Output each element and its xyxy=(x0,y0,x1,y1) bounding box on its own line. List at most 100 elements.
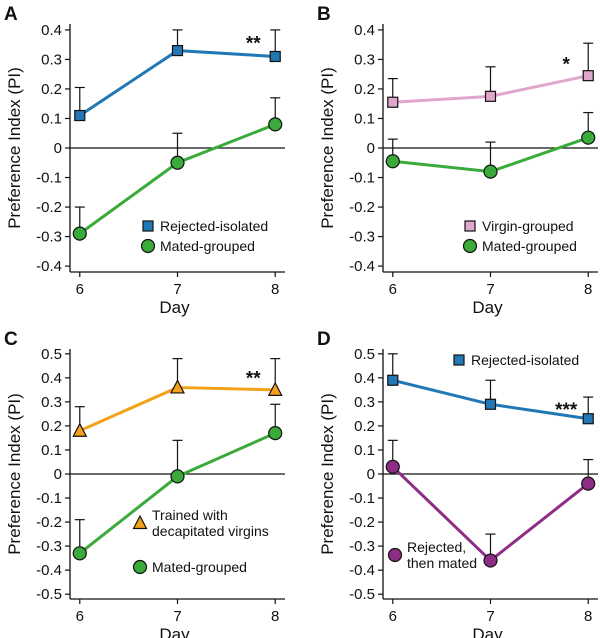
legend-label: Mated-grouped xyxy=(482,238,577,254)
y-tick-label: -0.1 xyxy=(349,490,375,507)
significance-label: ** xyxy=(246,369,261,390)
series-mated-grouped xyxy=(72,403,283,561)
data-point xyxy=(582,413,594,425)
x-tick-label: 6 xyxy=(76,608,84,625)
y-tick-label: 0.4 xyxy=(41,370,62,387)
legend-marker xyxy=(132,559,148,575)
panel-letter: D xyxy=(317,329,331,350)
data-point xyxy=(385,459,400,474)
legend-marker xyxy=(140,238,156,254)
panel-letter: A xyxy=(4,4,18,25)
significance-label: * xyxy=(563,54,571,75)
y-tick-label: -0.4 xyxy=(349,258,375,275)
y-tick-label: 0.1 xyxy=(41,442,62,459)
x-tick-label: 7 xyxy=(173,608,181,625)
significance-label: ** xyxy=(246,34,261,55)
y-tick-label: 0.4 xyxy=(41,22,62,39)
x-tick-label: 8 xyxy=(584,281,592,298)
legend-label: then mated xyxy=(407,555,477,571)
series-rejected-isolated xyxy=(387,353,594,425)
data-point xyxy=(385,154,400,169)
data-point xyxy=(74,109,86,122)
y-tick-label: 0 xyxy=(54,140,62,157)
y-tick-label: -0.2 xyxy=(349,199,375,216)
data-point xyxy=(269,50,281,63)
data-point xyxy=(483,164,498,179)
y-tick-label: -0.1 xyxy=(349,170,375,187)
y-tick-label: 0.1 xyxy=(354,110,375,127)
series-line xyxy=(78,49,276,117)
legend-label: Rejected-isolated xyxy=(471,352,579,368)
data-point xyxy=(171,44,184,57)
panel-d: D 0.5 0.4 0.3 0.2 0.1 0 -0.1 -0.2 -0.3 -0.4 -0.5 6 7 8… xyxy=(317,329,598,638)
data-point xyxy=(483,553,498,568)
data-point xyxy=(268,117,283,132)
data-point xyxy=(267,381,283,396)
series-mated-grouped xyxy=(72,97,283,241)
legend-marker xyxy=(142,220,154,232)
data-point xyxy=(72,422,88,437)
panel-b: B 0.4 0.3 0.2 0.1 0 -0.1 -0.2 -0.3 -0.4 6 7 8 Day Pref… xyxy=(317,4,598,317)
y-tick-label: -0.1 xyxy=(36,170,62,187)
legend-marker xyxy=(464,220,476,232)
series-rejected-then-mated xyxy=(385,439,596,568)
y-tick-label: -0.2 xyxy=(36,514,62,531)
y-tick-label: 0.5 xyxy=(41,346,62,363)
data-point xyxy=(581,130,596,145)
y-tick-label: 0 xyxy=(367,466,375,483)
x-tick-label: 8 xyxy=(271,608,279,625)
series-mated-grouped xyxy=(385,111,596,179)
x-tick-label: 7 xyxy=(486,281,494,298)
panel-letter: C xyxy=(4,329,18,350)
x-tick-label: 8 xyxy=(271,281,279,298)
data-point xyxy=(387,96,399,108)
y-axis-label: Preference Index (PI) xyxy=(318,67,337,229)
y-tick-label: 0.1 xyxy=(41,110,62,127)
x-tick-label: 6 xyxy=(76,281,84,298)
legend-label: Trained with xyxy=(152,507,228,523)
series-line xyxy=(79,385,276,433)
y-tick-label: -0.4 xyxy=(36,258,62,275)
y-tick-label: -0.3 xyxy=(36,538,62,555)
legend-entry: Rejected-isolated xyxy=(453,352,579,368)
series-trained-with-decapitated-virgins xyxy=(72,358,283,437)
y-tick-label: -0.3 xyxy=(36,229,62,246)
y-tick-label: -0.5 xyxy=(36,586,62,603)
x-axis-label: Day xyxy=(159,298,190,317)
data-point xyxy=(72,226,87,241)
legend-entry: Virgin-grouped xyxy=(464,218,574,234)
legend-label: Mated-grouped xyxy=(152,559,247,575)
y-tick-label: 0.3 xyxy=(354,394,375,411)
data-point xyxy=(170,155,185,170)
data-point xyxy=(484,90,497,102)
legend-marker xyxy=(462,238,478,254)
y-tick-label: 0.1 xyxy=(354,442,375,459)
legend-entry: Rejected-isolated xyxy=(142,218,268,234)
y-tick-label: -0.3 xyxy=(349,229,375,246)
panel-letter: B xyxy=(317,4,331,25)
legend-marker xyxy=(453,354,465,366)
legend-label: Rejected, xyxy=(407,539,466,555)
y-tick-label: 0.4 xyxy=(354,22,375,39)
y-tick-label: -0.2 xyxy=(349,514,375,531)
panel-c: C 0.5 0.4 0.3 0.2 0.1 0 -0.1 -0.2 -0.3 -0.4 -0.5 6 7 8… xyxy=(4,329,285,638)
y-axis-label: Preference Index (PI) xyxy=(318,393,337,555)
y-tick-label: 0.2 xyxy=(354,81,375,98)
y-tick-label: 0 xyxy=(367,140,375,157)
y-tick-label: -0.5 xyxy=(349,586,375,603)
y-tick-label: -0.3 xyxy=(349,538,375,555)
x-axis-label: Day xyxy=(472,625,503,638)
legend-entry: Mated-grouped xyxy=(132,559,247,575)
x-tick-label: 7 xyxy=(486,608,494,625)
data-point xyxy=(581,476,596,491)
data-point xyxy=(72,546,87,561)
x-tick-label: 7 xyxy=(173,281,181,298)
y-tick-label: -0.2 xyxy=(36,199,62,216)
data-point xyxy=(484,398,497,410)
legend-entry: Mated-grouped xyxy=(140,238,255,254)
x-tick-label: 8 xyxy=(584,608,592,625)
data-point xyxy=(268,426,283,441)
y-tick-label: -0.1 xyxy=(36,490,62,507)
